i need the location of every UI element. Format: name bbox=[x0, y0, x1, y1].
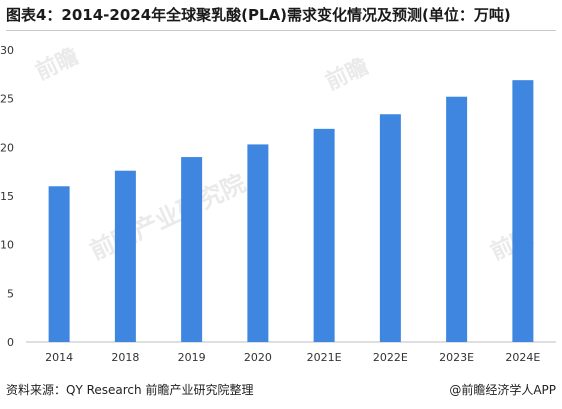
bar-series bbox=[48, 80, 534, 343]
bar-2014 bbox=[48, 186, 70, 342]
bar-2019 bbox=[181, 157, 203, 342]
y-tick-label: 5 bbox=[7, 287, 14, 300]
x-tick-label: 2023E bbox=[439, 351, 474, 364]
source-note: 资料来源：QY Research 前瞻产业研究院整理 bbox=[6, 383, 254, 397]
y-tick-label: 15 bbox=[0, 190, 14, 203]
bar-2021E bbox=[313, 128, 335, 342]
watermark-text: 前瞻产业研究院 bbox=[86, 169, 250, 265]
y-tick-label: 0 bbox=[7, 336, 14, 349]
bar-2022E bbox=[379, 114, 401, 343]
y-axis-labels: 0 5 10 15 20 25 30 bbox=[0, 44, 14, 349]
y-tick-label: 10 bbox=[0, 239, 14, 252]
brand-credit: @前瞻经济学人APP bbox=[449, 383, 556, 397]
x-tick-label: 2020 bbox=[244, 351, 272, 364]
bar-2024E bbox=[512, 80, 534, 342]
x-tick-label: 2022E bbox=[373, 351, 408, 364]
y-tick-label: 20 bbox=[0, 141, 14, 154]
bar-2020 bbox=[247, 144, 269, 342]
bar-2018 bbox=[114, 170, 136, 342]
x-tick-label: 2019 bbox=[178, 351, 206, 364]
chart-title: 图表4：2014-2024年全球聚乳酸(PLA)需求变化情况及预测(单位：万吨) bbox=[6, 6, 511, 24]
title-divider bbox=[6, 30, 556, 31]
x-tick-label: 2021E bbox=[307, 351, 342, 364]
watermark-text: 前瞻 bbox=[322, 53, 373, 95]
bar-2023E bbox=[446, 96, 468, 342]
x-axis-labels: 2014 2018 2019 2020 2021E 2022E 2023E 2024E bbox=[45, 351, 540, 364]
y-tick-label: 30 bbox=[0, 44, 14, 57]
x-tick-label: 2024E bbox=[505, 351, 540, 364]
y-tick-label: 25 bbox=[0, 93, 14, 106]
x-tick-label: 2014 bbox=[45, 351, 73, 364]
watermark-text: 前瞻 bbox=[32, 43, 83, 85]
x-tick-label: 2018 bbox=[111, 351, 139, 364]
